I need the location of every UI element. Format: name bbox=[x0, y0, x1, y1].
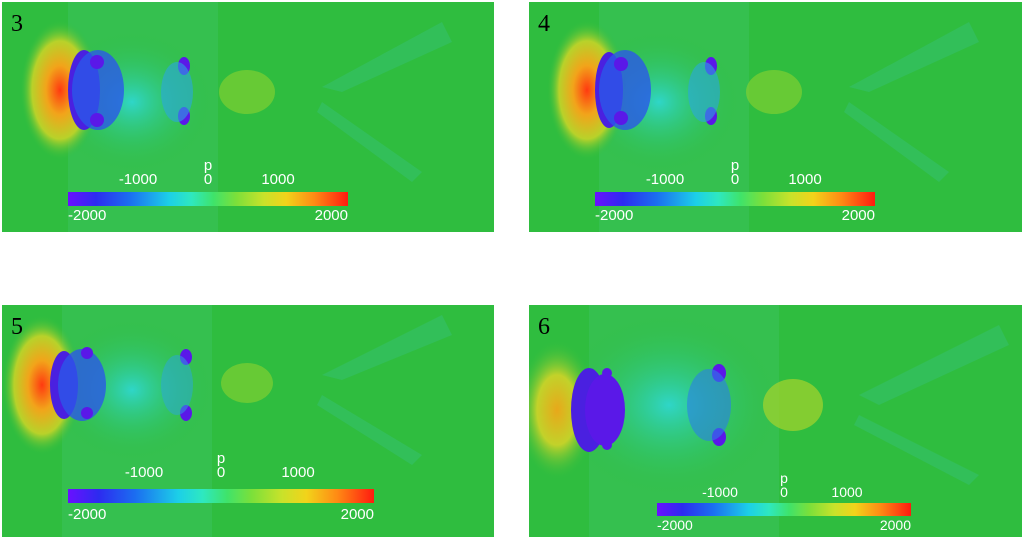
colorbar-tick-label: 0 bbox=[780, 484, 788, 500]
colorbar-min-label: -2000 bbox=[68, 207, 107, 224]
colorbar-tick-label: -1000 bbox=[702, 484, 738, 500]
colorbar-gradient bbox=[595, 192, 875, 206]
colorbar-tick-label: 0 bbox=[730, 171, 740, 188]
colorbar-tick-label: 1000 bbox=[261, 171, 295, 188]
frame-panel-4: 4 p -1000 0 1000 -2000 2000 bbox=[529, 2, 1022, 232]
colorbar-max-label: 2000 bbox=[879, 517, 911, 533]
colorbar-max-label: 2000 bbox=[841, 207, 875, 224]
colorbar-max-label: 2000 bbox=[340, 506, 374, 523]
frame-panel-3: 3 p -1000 0 1000 -2000 2000 bbox=[2, 2, 494, 232]
colorbar-gradient bbox=[68, 489, 374, 503]
frame-number-label: 5 bbox=[11, 314, 23, 340]
frame-number-label: 4 bbox=[538, 11, 550, 37]
colorbar-tick-label: -1000 bbox=[645, 171, 685, 188]
colorbar-tick-label: -1000 bbox=[124, 464, 164, 481]
pressure-colorbar: p -1000 0 1000 -2000 2000 bbox=[657, 471, 911, 533]
colorbar-tick-label: 0 bbox=[216, 464, 226, 481]
colorbar-tick-label: 1000 bbox=[281, 464, 315, 481]
colorbar-variable-label: p bbox=[780, 470, 788, 486]
frame-number-label: 6 bbox=[538, 314, 550, 340]
pressure-colorbar: p -1000 0 1000 -2000 2000 bbox=[68, 158, 348, 228]
colorbar-min-label: -2000 bbox=[68, 506, 107, 523]
frame-panel-5: 5 p -1000 0 1000 -2000 2000 bbox=[2, 305, 494, 537]
colorbar-tick-label: 1000 bbox=[831, 484, 863, 500]
colorbar-gradient bbox=[657, 503, 911, 516]
pressure-field-image bbox=[2, 2, 494, 232]
pressure-colorbar: p -1000 0 1000 -2000 2000 bbox=[68, 451, 374, 527]
colorbar-min-label: -2000 bbox=[595, 207, 634, 224]
pressure-colorbar: p -1000 0 1000 -2000 2000 bbox=[595, 158, 875, 228]
colorbar-variable-label: p bbox=[730, 157, 740, 174]
colorbar-max-label: 2000 bbox=[314, 207, 348, 224]
colorbar-gradient bbox=[68, 192, 348, 206]
colorbar-tick-label: -1000 bbox=[118, 171, 158, 188]
colorbar-min-label: -2000 bbox=[657, 517, 693, 533]
colorbar-variable-label: p bbox=[203, 157, 213, 174]
colorbar-tick-label: 0 bbox=[203, 171, 213, 188]
frame-number-label: 3 bbox=[11, 11, 23, 37]
colorbar-variable-label: p bbox=[216, 450, 226, 467]
pressure-field-image bbox=[529, 305, 1022, 537]
frame-panel-6: 6 p -1000 0 1000 -2000 2000 bbox=[529, 305, 1022, 537]
colorbar-tick-label: 1000 bbox=[788, 171, 822, 188]
